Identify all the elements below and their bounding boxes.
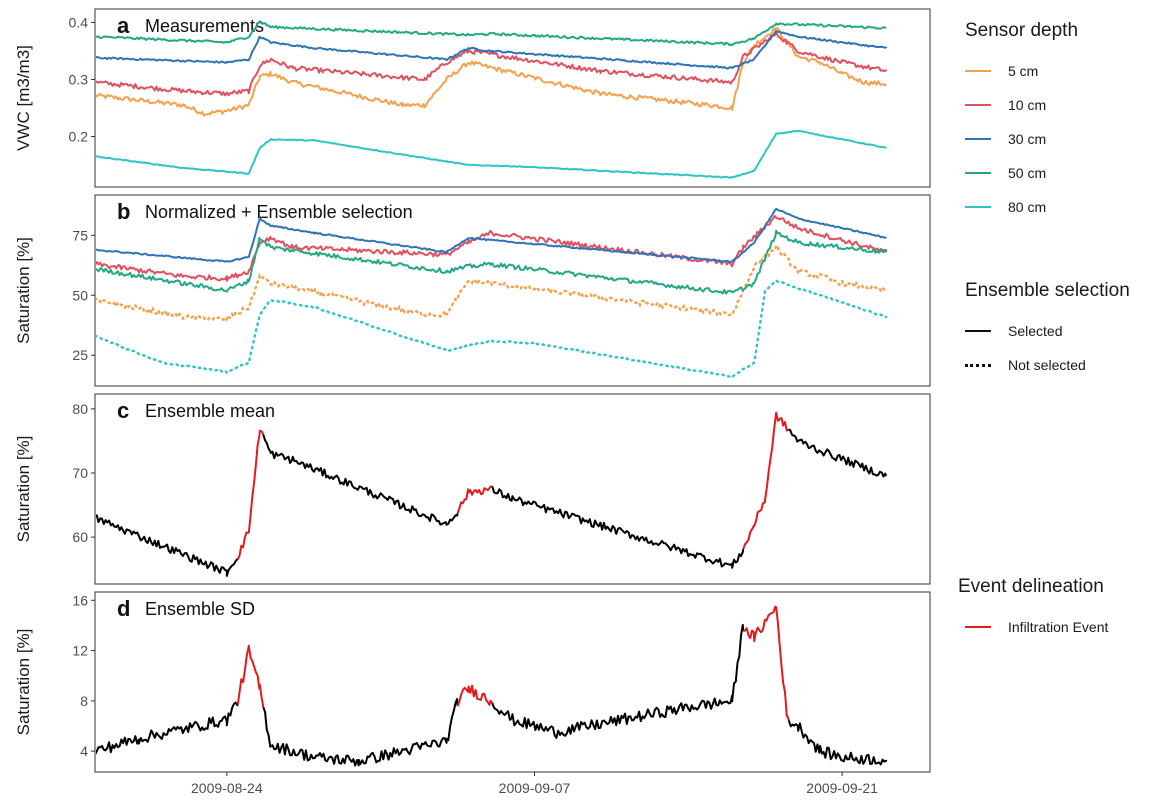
series-line-30-cm [96,207,888,264]
event-segment-ensemble-mean [456,485,493,514]
y-tick-label: 16 [72,592,88,608]
series-line-ensemble-sd [787,720,888,766]
legend-swatch-10cm [965,104,991,106]
panel-c-frame [94,393,931,585]
panel-d-frame [94,591,931,773]
series-line-50-cm [96,20,887,47]
y-tick-label: 0.4 [69,14,89,30]
y-tick-label: 4 [80,743,88,759]
panels: 0.2 0.3 0.4 VWC [m3/m3] a Measurements 25 50 75 S… [14,8,931,773]
panel-a-series [96,20,888,179]
panel-c-letter: c [117,398,129,423]
legend-item-80cm: 80 cm [965,190,1078,224]
y-tick-label: 80 [72,401,88,417]
panel-a-title: Measurements [145,16,264,36]
y-tick-label: 0.3 [69,71,89,87]
panel-b-letter: b [117,199,130,224]
panel-a-frame [94,8,931,188]
legend-swatch-not-selected [965,363,991,367]
series-line-10-cm [96,30,888,97]
y-tick-label: 8 [80,693,88,709]
legend-label-5cm: 5 cm [1008,63,1039,79]
legend-event-delineation: Event delineation Infiltration Event [958,576,1108,644]
legend-item-30cm: 30 cm [965,122,1078,156]
legend-sensor-depth-title: Sensor depth [965,20,1079,41]
legend-label-infiltration-event: Infiltration Event [1008,619,1109,635]
legend-event-delineation-title: Event delineation [958,576,1104,597]
series-line-5-cm [96,27,887,117]
panel-a-letter: a [117,13,130,38]
legend-swatch-selected [965,330,991,332]
panel-a-y-axis-label: VWC [m3/m3] [14,45,33,151]
panel-b-y-axis-label: Saturation [%] [14,237,33,344]
legend-label-not-selected: Not selected [1008,357,1086,373]
y-tick-label: 12 [72,643,88,659]
legend-swatch-5cm [965,70,991,72]
panel-d-letter: d [117,596,130,621]
panel-b-frame [94,194,931,387]
panel-a: 0.2 0.3 0.4 VWC [m3/m3] a Measurements [14,8,931,188]
panel-b: 25 50 75 Saturation [%] b Normalized + Ensemb… [14,194,931,387]
legend-item-selected: Selected [965,314,1130,348]
legend-item-50cm: 50 cm [965,156,1078,190]
legend-label-50cm: 50 cm [1008,165,1047,181]
series-line-50-cm [96,229,888,295]
panel-b-series [96,207,888,379]
series-line-ensemble-sd [262,698,459,767]
series-line-80-cm [96,279,888,379]
legend-swatch-80cm [965,206,991,208]
legend-ensemble-selection: Ensemble selection Selected Not selected [965,280,1130,382]
legend-item-not-selected: Not selected [965,348,1130,382]
panel-c-y-axis-label: Saturation [%] [14,436,33,543]
y-tick-label: 75 [72,227,88,243]
series-line-30-cm [96,30,888,70]
x-tick-label: 2009-09-21 [806,780,878,796]
panel-c-series [96,411,888,577]
x-axis: 2009-08-24 2009-09-07 2009-09-21 [191,772,878,796]
panel-d-series [96,605,888,767]
series-line-80-cm [96,129,888,179]
legend-sensor-depth: Sensor depth 5 cm 10 cm 30 cm 50 cm 80 c… [965,20,1078,224]
panel-b-title: Normalized + Ensemble selection [145,202,413,222]
legend-swatch-50cm [965,172,991,174]
y-tick-label: 0.2 [69,129,89,145]
event-segment-ensemble-sd [456,684,494,707]
x-tick-label: 2009-08-24 [191,780,263,796]
panel-c: 60 70 80 Saturation [%] c Ensemble mean [14,393,931,585]
series-line-ensemble-mean [788,428,888,478]
series-line-10-cm [96,215,888,282]
x-tick-label: 2009-09-07 [499,780,571,796]
y-tick-label: 70 [72,465,88,481]
panel-d-title: Ensemble SD [145,599,255,619]
legend-label-selected: Selected [1008,323,1063,339]
legend-item-infiltration-event: Infiltration Event [958,610,1108,644]
legend-swatch-infiltration-event [965,626,991,628]
panel-d-y-axis-label: Saturation [%] [14,629,33,736]
legend-label-30cm: 30 cm [1008,131,1047,147]
panel-c-title: Ensemble mean [145,401,275,421]
legend-item-5cm: 5 cm [965,54,1078,88]
legend-label-80cm: 80 cm [1008,199,1047,215]
event-segment-ensemble-sd [742,605,790,721]
series-line-ensemble-sd [491,623,745,739]
panel-d: 4 8 12 16 Saturation [%] d Ensemble SD [14,591,931,773]
event-segment-ensemble-mean [742,411,789,550]
series-line-ensemble-sd [96,701,239,755]
series-line-ensemble-mean [96,514,239,577]
event-segment-ensemble-sd [236,644,265,708]
series-line-ensemble-mean [491,486,745,569]
y-tick-label: 60 [72,529,88,545]
legend-item-10cm: 10 cm [965,88,1078,122]
y-tick-label: 50 [72,287,88,303]
y-tick-label: 25 [72,347,88,363]
legend-label-10cm: 10 cm [1008,97,1047,113]
series-line-5-cm [96,242,888,322]
legend-swatch-30cm [965,138,991,140]
series-line-ensemble-mean [262,434,459,526]
legend-ensemble-selection-title: Ensemble selection [965,280,1130,301]
event-segment-ensemble-mean [236,429,265,560]
